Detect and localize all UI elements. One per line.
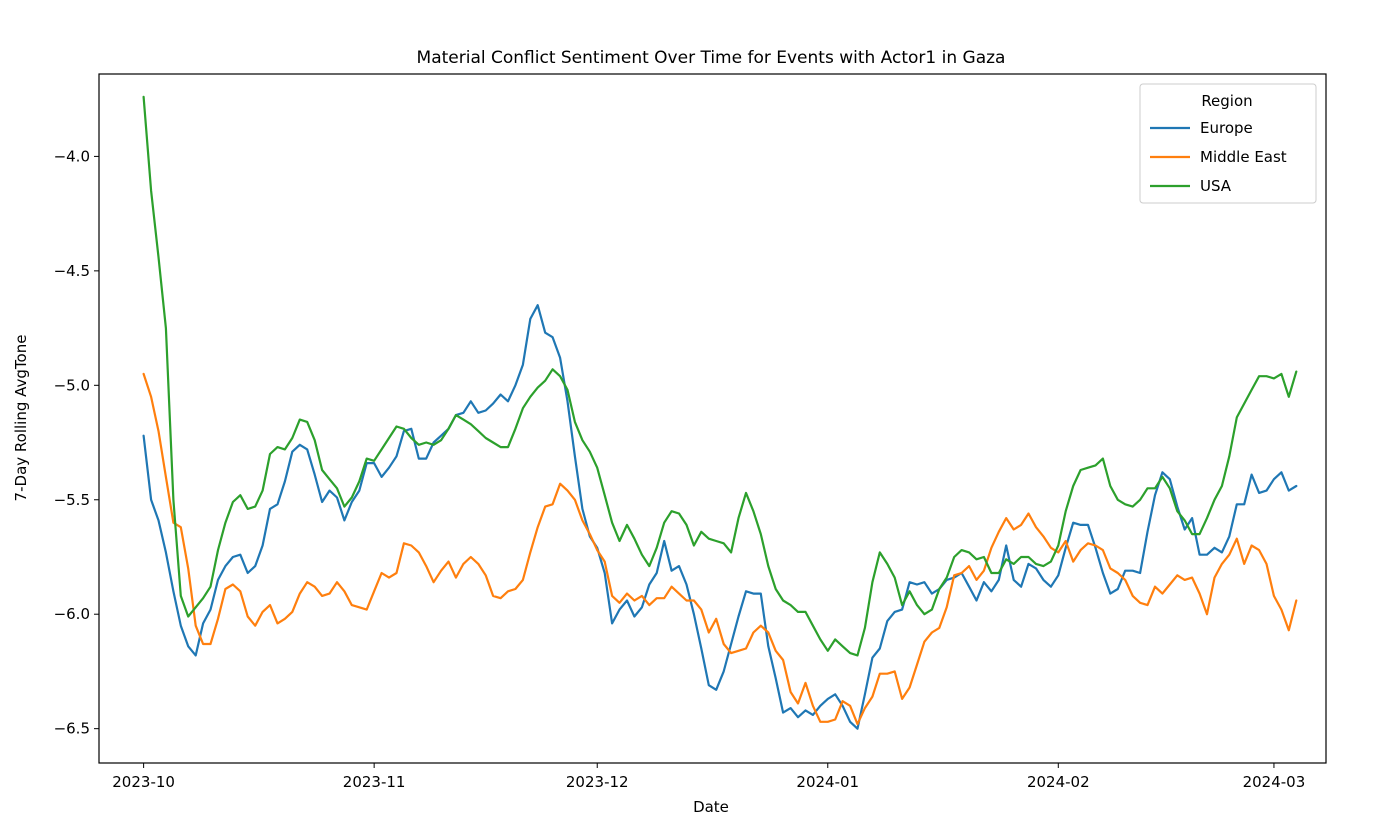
y-tick-label: −4.0 (54, 147, 90, 165)
y-tick-label: −6.5 (54, 720, 90, 738)
legend-title: Region (1201, 92, 1252, 110)
y-axis: −4.0 −4.5 −5.0 −5.5 −6.0 −6.5 (54, 147, 99, 738)
y-tick-label: −4.5 (54, 262, 90, 280)
x-axis: 2023-10 2023-11 2023-12 2024-01 2024-02 2024-… (112, 763, 1305, 791)
legend-entries: Europe Middle East USA (1150, 119, 1287, 195)
x-axis-label: Date (693, 798, 729, 816)
x-tick-label: 2024-01 (796, 773, 859, 791)
series-line-europe (142, 304, 1298, 730)
legend-label: Middle East (1200, 148, 1287, 166)
plot-frame (98, 73, 1327, 764)
x-tick-label: 2024-02 (1027, 773, 1090, 791)
x-tick-label: 2024-03 (1243, 773, 1306, 791)
x-tick-label: 2023-10 (112, 773, 175, 791)
y-tick-label: −5.0 (54, 376, 90, 394)
series-line-usa (142, 95, 1298, 657)
legend: Region Europe Middle East USA (1139, 83, 1317, 204)
x-tick-label: 2023-12 (566, 773, 629, 791)
legend-label: USA (1200, 177, 1232, 195)
chart-title: Material Conflict Sentiment Over Time fo… (417, 48, 1006, 68)
y-axis-label: 7-Day Rolling AvgTone (12, 335, 30, 502)
legend-label: Europe (1200, 119, 1253, 137)
y-tick-label: −6.0 (54, 605, 90, 623)
legend-box (1139, 83, 1317, 204)
y-tick-label: −5.5 (54, 491, 90, 509)
series-line-middle-east (142, 372, 1298, 726)
x-tick-label: 2023-11 (343, 773, 406, 791)
series-layer (142, 95, 1298, 730)
